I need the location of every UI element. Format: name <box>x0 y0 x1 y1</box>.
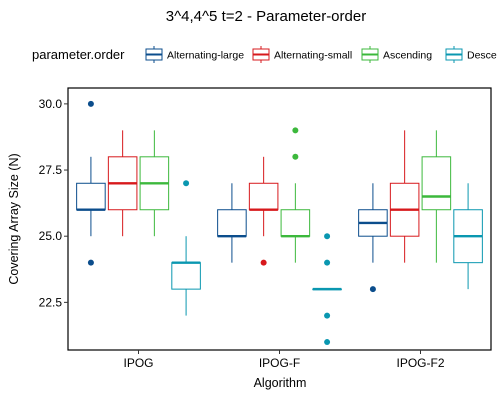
y-axis-title: Covering Array Size (N) <box>7 153 21 284</box>
y-tick-label: 30.0 <box>39 97 63 111</box>
x-tick-label: IPOG-F2 <box>396 356 444 370</box>
legend-label: Desce <box>467 50 497 62</box>
outlier-point <box>324 259 331 266</box>
box <box>171 262 201 290</box>
x-axis-title: Algorithm <box>254 376 307 390</box>
boxplot-ascending-ipog-f <box>280 127 311 263</box>
box <box>217 209 247 237</box>
chart-title: 3^4,4^5 t=2 - Parameter-order <box>166 8 366 25</box>
box <box>421 156 452 211</box>
outlier-point <box>369 286 376 293</box>
outlier-point <box>292 153 299 160</box>
legend-item: Ascending <box>361 46 432 63</box>
boxplot-alternating-small-ipog-f2 <box>389 130 420 263</box>
legend-label: Alternating-large <box>167 50 244 62</box>
x-tick-label: IPOG-F <box>259 356 300 370</box>
boxplot-alternating-large-ipog-f <box>217 183 247 263</box>
boxplot-desce-ipog-f2 <box>453 183 483 290</box>
boxplot-desce-ipog-f <box>312 233 342 346</box>
legend-item: Alternating-large <box>145 46 244 63</box>
legend-item: Alternating-small <box>252 46 352 63</box>
boxplot-desce-ipog <box>171 180 201 316</box>
plot-border <box>67 87 492 351</box>
plot-area: 22.5 25.0 27.5 30.0 IPOG IPOG-F IPOG-F2 <box>39 87 492 370</box>
x-tick-label: IPOG <box>123 356 153 370</box>
legend-label: Ascending <box>383 50 432 62</box>
outlier-point <box>183 180 190 187</box>
legend-title: parameter.order <box>32 47 125 62</box>
boxplot-ascending-ipog-f2 <box>421 130 452 263</box>
boxplot-alternating-small-ipog <box>107 130 138 237</box>
y-tick-label: 22.5 <box>39 295 63 309</box>
box <box>280 209 311 237</box>
box <box>248 182 279 211</box>
boxplot-alternating-large-ipog <box>76 100 106 266</box>
boxplot-alternating-small-ipog-f <box>248 156 279 266</box>
outlier-point <box>87 259 94 266</box>
legend-label: Alternating-small <box>274 50 352 62</box>
y-tick-label: 27.5 <box>39 163 63 177</box>
outlier-point <box>324 233 331 240</box>
boxplot-ascending-ipog <box>139 130 170 237</box>
outlier-point <box>324 339 331 346</box>
outlier-point <box>87 100 94 107</box>
boxplot-alternating-large-ipog-f2 <box>358 183 388 293</box>
outlier-point <box>292 127 299 134</box>
outlier-point <box>324 312 331 319</box>
y-tick-label: 25.0 <box>39 229 63 243</box>
legend: parameter.order Alternating-large Alterna… <box>32 46 497 63</box>
box <box>76 182 106 211</box>
legend-item: Desce <box>445 46 497 63</box>
outlier-point <box>260 259 267 266</box>
